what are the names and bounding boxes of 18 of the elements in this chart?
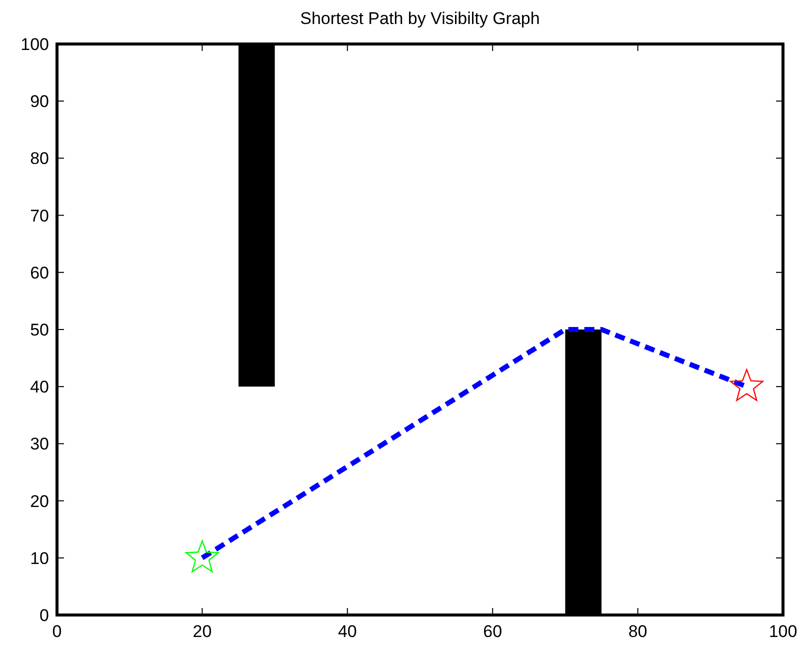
y-tick-label: 20 xyxy=(30,492,49,511)
y-tick-label: 40 xyxy=(30,378,49,397)
y-tick-label: 90 xyxy=(30,92,49,112)
y-tick-label: 30 xyxy=(30,434,49,454)
x-tick-label: 100 xyxy=(768,622,798,641)
y-tick-label: 100 xyxy=(20,34,49,54)
y-tick-label: 60 xyxy=(30,263,49,282)
x-tick-label: 0 xyxy=(52,622,62,641)
x-tick-label: 80 xyxy=(628,622,648,641)
y-tick-label: 70 xyxy=(30,206,49,226)
y-tick-label: 10 xyxy=(30,548,49,568)
chart-title: Shortest Path by Visibilty Graph xyxy=(300,9,540,28)
y-tick-label: 50 xyxy=(30,320,49,340)
x-tick-label: 20 xyxy=(192,622,212,641)
y-tick-label: 0 xyxy=(40,606,49,625)
y-tick-label: 80 xyxy=(30,149,49,168)
x-tick-label: 60 xyxy=(483,622,502,641)
x-tick-label: 40 xyxy=(338,622,357,641)
